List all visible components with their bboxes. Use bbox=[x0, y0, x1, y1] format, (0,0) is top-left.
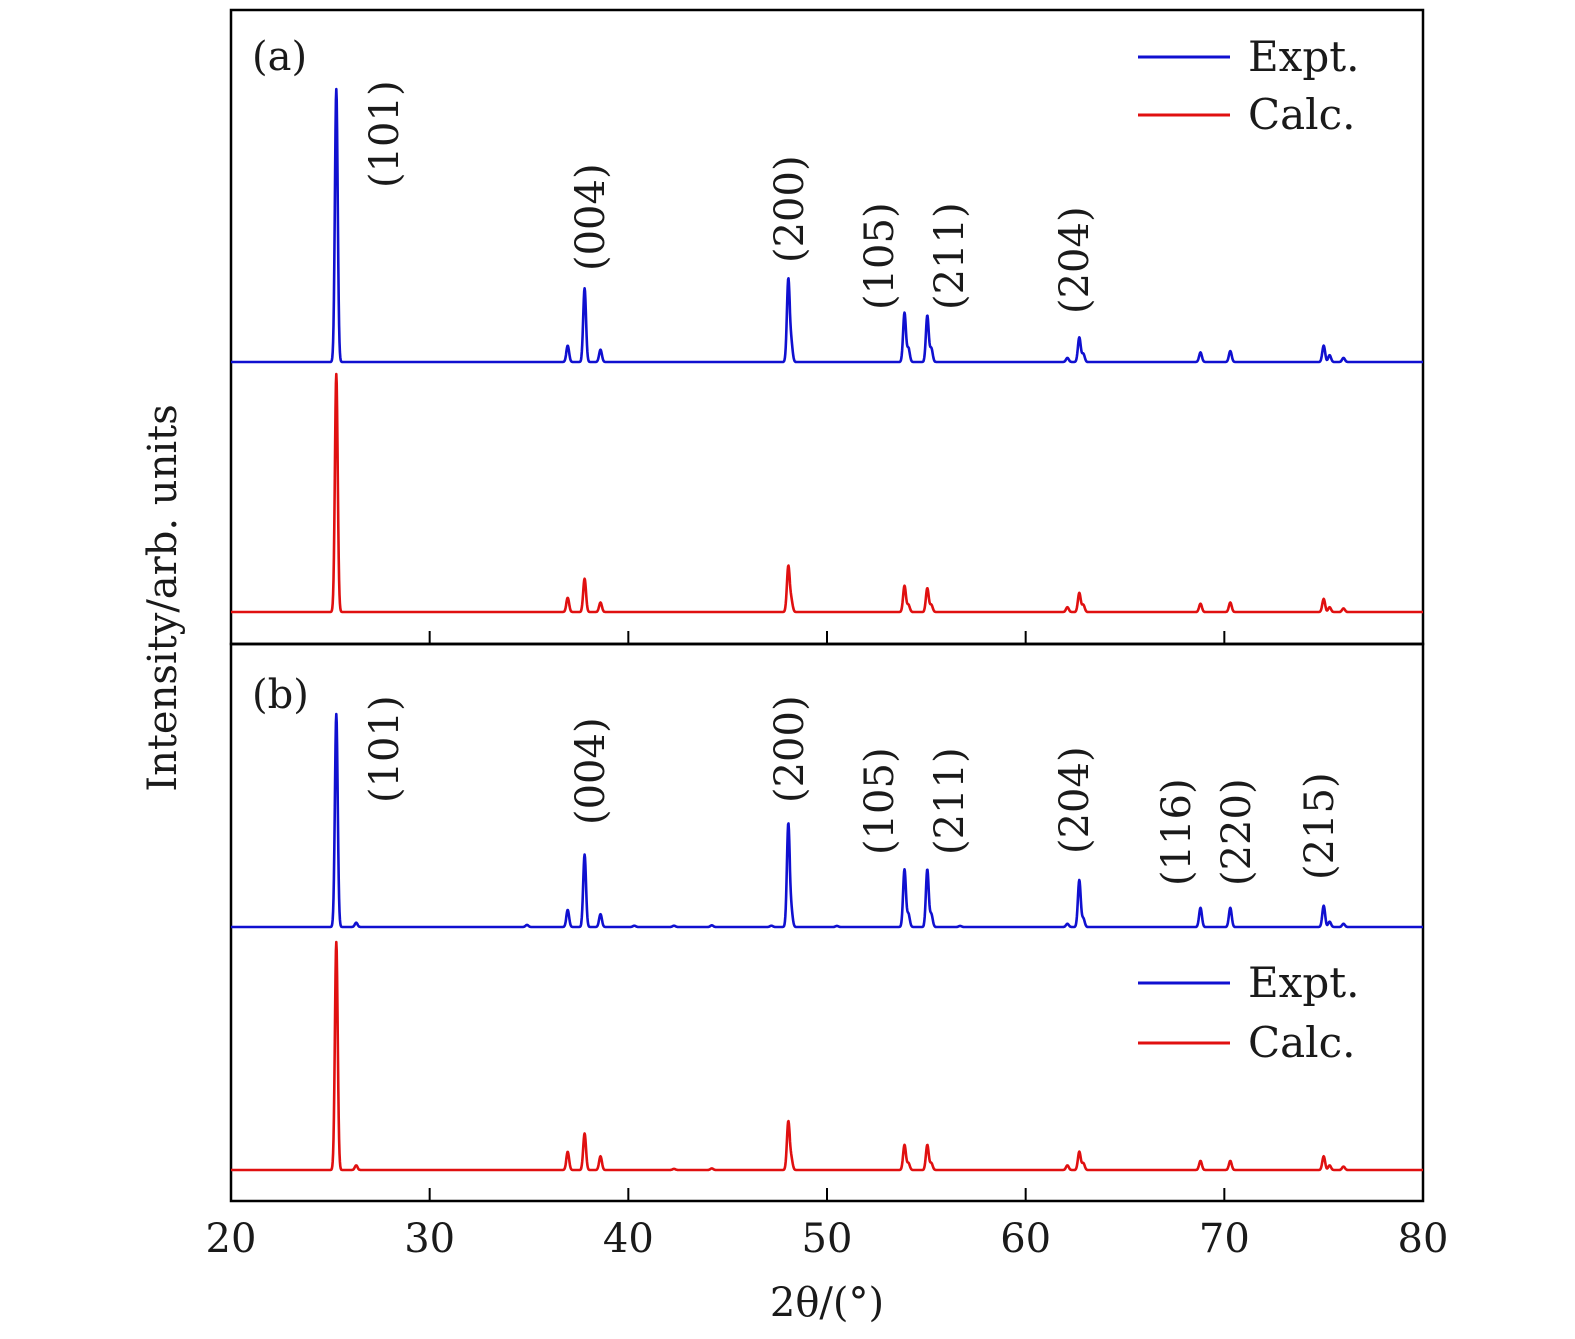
legend-a-calc-label: Calc. bbox=[1248, 90, 1355, 139]
peak-label-b-004: (004) bbox=[568, 717, 614, 825]
peak-label-a-101: (101) bbox=[362, 80, 408, 188]
peak-label-b-200: (200) bbox=[767, 695, 813, 803]
panel-b-traces bbox=[230, 712, 1424, 1172]
panel-a-frame bbox=[229, 8, 1425, 646]
x-tick-label-60: 60 bbox=[1000, 1216, 1051, 1262]
peak-label-b-101: (101) bbox=[362, 695, 408, 803]
panel-b-expt-line bbox=[230, 712, 1424, 929]
legend-b-expt-label: Expt. bbox=[1248, 958, 1359, 1007]
peak-label-b-215: (215) bbox=[1297, 772, 1343, 880]
peak-label-a-211: (211) bbox=[927, 202, 973, 310]
peak-label-b-220: (220) bbox=[1214, 778, 1260, 886]
x-tick-label-80: 80 bbox=[1398, 1216, 1449, 1262]
x-axis-ticks: 20 30 40 50 60 70 80 bbox=[206, 631, 1449, 1262]
peak-label-a-200: (200) bbox=[767, 155, 813, 263]
peak-label-a-105: (105) bbox=[857, 202, 903, 310]
x-tick-label-20: 20 bbox=[206, 1216, 257, 1262]
panel-b-frame bbox=[229, 642, 1425, 1203]
legend-b-calc-label: Calc. bbox=[1248, 1018, 1355, 1067]
x-tick-label-40: 40 bbox=[603, 1216, 654, 1262]
peak-label-b-105: (105) bbox=[857, 747, 903, 855]
panel-a-calc-line bbox=[230, 372, 1424, 614]
peak-label-b-116: (116) bbox=[1154, 778, 1200, 886]
y-axis-label: Intensity/arb. units bbox=[140, 404, 186, 791]
panel-a-traces bbox=[230, 87, 1424, 614]
panel-a-expt-line bbox=[230, 87, 1424, 364]
peak-label-a-004: (004) bbox=[568, 163, 614, 271]
x-tick-label-30: 30 bbox=[404, 1216, 455, 1262]
peak-label-b-211: (211) bbox=[927, 747, 973, 855]
x-tick-label-70: 70 bbox=[1199, 1216, 1250, 1262]
panel-b-calc-line bbox=[230, 940, 1424, 1172]
panel-a-label: (a) bbox=[252, 34, 307, 80]
peak-label-b-204: (204) bbox=[1052, 746, 1098, 854]
legend-a-expt-label: Expt. bbox=[1248, 32, 1359, 81]
x-axis-label: 2θ/(°) bbox=[770, 1280, 884, 1326]
x-tick-label-50: 50 bbox=[802, 1216, 853, 1262]
peak-label-a-204: (204) bbox=[1052, 206, 1098, 314]
panel-b-label: (b) bbox=[252, 672, 309, 718]
